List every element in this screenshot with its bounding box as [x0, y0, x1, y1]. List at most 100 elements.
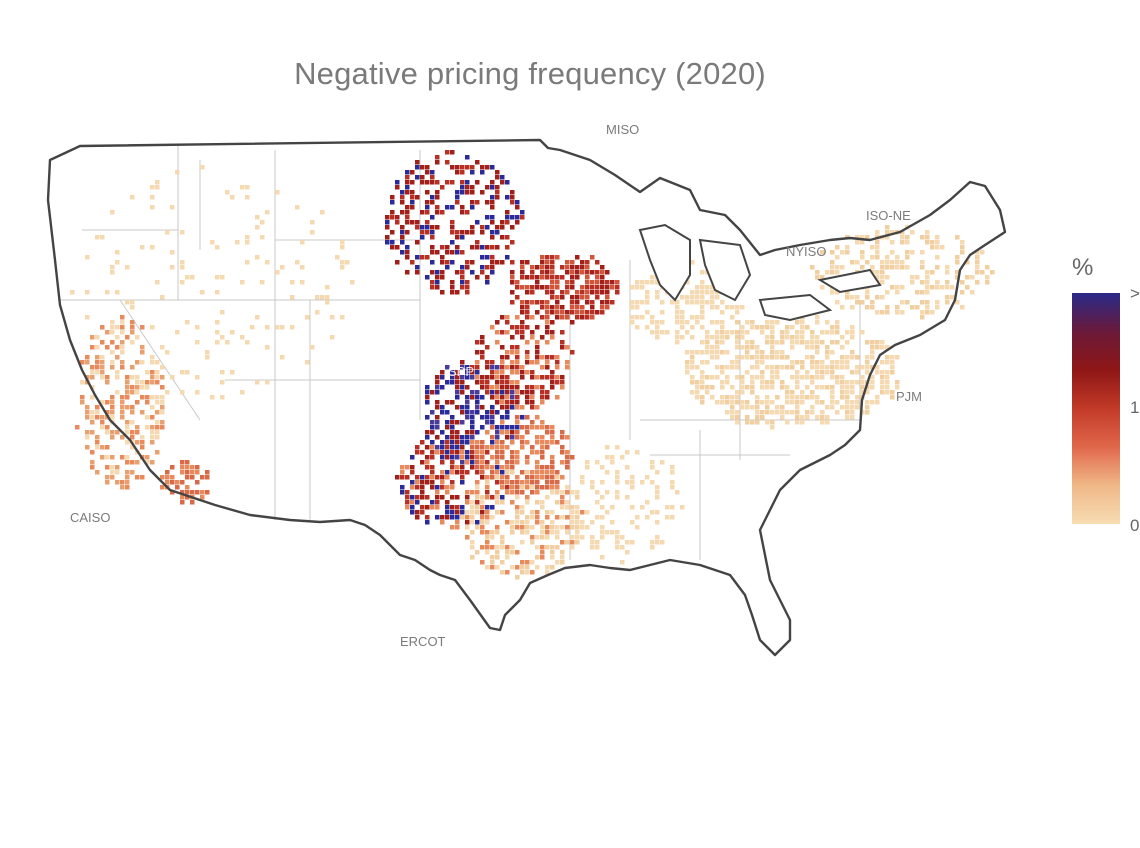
price-node-dot	[440, 185, 445, 190]
price-node-dot	[550, 565, 555, 570]
price-node-dot	[490, 425, 495, 430]
price-node-dot	[590, 290, 595, 295]
price-node-dot	[535, 545, 540, 550]
price-node-dot	[410, 195, 415, 200]
price-node-dot	[575, 505, 580, 510]
price-node-dot	[520, 260, 525, 265]
price-node-dot	[690, 300, 695, 305]
price-node-dot	[465, 455, 470, 460]
price-node-dot	[820, 375, 825, 380]
price-node-dot	[560, 445, 565, 450]
price-node-dot	[100, 445, 105, 450]
price-node-dot	[120, 455, 125, 460]
price-node-dot	[385, 225, 390, 230]
price-node-dot	[510, 365, 515, 370]
price-node-dot	[960, 240, 965, 245]
price-node-dot	[480, 530, 485, 535]
price-node-dot	[410, 180, 415, 185]
price-node-dot	[470, 205, 475, 210]
price-node-dot	[490, 215, 495, 220]
price-node-dot	[110, 455, 115, 460]
price-node-dot	[490, 470, 495, 475]
price-node-dot	[550, 460, 555, 465]
price-node-dot	[115, 480, 120, 485]
price-node-dot	[140, 385, 145, 390]
price-node-dot	[130, 460, 135, 465]
price-node-dot	[475, 400, 480, 405]
price-node-dot	[515, 365, 520, 370]
price-node-dot	[460, 210, 465, 215]
price-node-dot	[680, 320, 685, 325]
price-node-dot	[565, 515, 570, 520]
price-node-dot	[890, 355, 895, 360]
price-node-dot	[145, 460, 150, 465]
price-node-dot	[505, 210, 510, 215]
price-node-dot	[160, 295, 165, 300]
price-node-dot	[665, 505, 670, 510]
price-node-dot	[465, 415, 470, 420]
price-node-dot	[450, 445, 455, 450]
price-node-dot	[490, 555, 495, 560]
price-node-dot	[140, 345, 145, 350]
price-node-dot	[465, 230, 470, 235]
price-node-dot	[435, 250, 440, 255]
price-node-dot	[440, 260, 445, 265]
price-node-dot	[870, 375, 875, 380]
price-node-dot	[485, 510, 490, 515]
price-node-dot	[845, 355, 850, 360]
price-node-dot	[395, 245, 400, 250]
price-node-dot	[110, 465, 115, 470]
price-node-dot	[695, 290, 700, 295]
price-node-dot	[925, 290, 930, 295]
price-node-dot	[550, 290, 555, 295]
price-node-dot	[595, 515, 600, 520]
price-node-dot	[460, 375, 465, 380]
price-node-dot	[720, 335, 725, 340]
price-node-dot	[140, 440, 145, 445]
price-node-dot	[850, 370, 855, 375]
price-node-dot	[865, 305, 870, 310]
price-node-dot	[515, 460, 520, 465]
price-node-dot	[805, 415, 810, 420]
price-node-dot	[420, 495, 425, 500]
price-node-dot	[785, 365, 790, 370]
price-node-dot	[525, 305, 530, 310]
price-node-dot	[885, 360, 890, 365]
price-node-dot	[740, 405, 745, 410]
price-node-dot	[500, 370, 505, 375]
price-node-dot	[460, 165, 465, 170]
price-node-dot	[655, 535, 660, 540]
price-node-dot	[770, 420, 775, 425]
price-node-dot	[710, 345, 715, 350]
price-node-dot	[535, 475, 540, 480]
price-node-dot	[510, 195, 515, 200]
price-node-dot	[765, 325, 770, 330]
price-node-dot	[895, 310, 900, 315]
price-node-dot	[745, 330, 750, 335]
price-node-dot	[435, 160, 440, 165]
price-node-dot	[205, 355, 210, 360]
price-node-dot	[780, 380, 785, 385]
price-node-dot	[95, 355, 100, 360]
price-node-dot	[960, 280, 965, 285]
price-node-dot	[785, 385, 790, 390]
price-node-dot	[875, 230, 880, 235]
price-node-dot	[570, 490, 575, 495]
price-node-dot	[125, 430, 130, 435]
price-node-dot	[545, 510, 550, 515]
price-node-dot	[710, 355, 715, 360]
price-node-dot	[935, 280, 940, 285]
price-node-dot	[155, 425, 160, 430]
price-node-dot	[880, 360, 885, 365]
price-node-dot	[160, 345, 165, 350]
price-node-dot	[795, 340, 800, 345]
price-node-dot	[810, 360, 815, 365]
price-node-dot	[630, 320, 635, 325]
price-node-dot	[870, 365, 875, 370]
price-node-dot	[485, 515, 490, 520]
price-node-dot	[430, 475, 435, 480]
price-node-dot	[420, 480, 425, 485]
price-node-dot	[480, 375, 485, 380]
price-node-dot	[630, 475, 635, 480]
price-node-dot	[885, 260, 890, 265]
